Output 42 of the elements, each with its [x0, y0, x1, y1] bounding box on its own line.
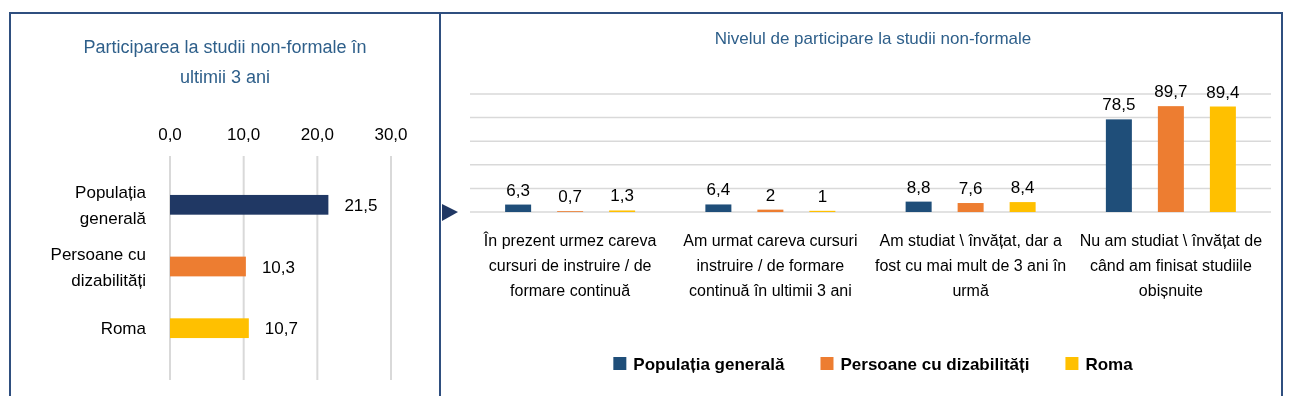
- data-label: 7,6: [958, 179, 983, 199]
- data-label: 1: [817, 186, 828, 206]
- data-label: 21,5: [344, 195, 378, 215]
- data-label: 2: [765, 185, 776, 205]
- data-label: 8,8: [906, 177, 931, 197]
- x-tick-label: 10,0: [227, 125, 261, 144]
- y-tick-label: Roma: [100, 319, 147, 339]
- x-tick-label: 20,0: [300, 125, 334, 144]
- data-label: 1,3: [610, 186, 634, 206]
- bar: [905, 201, 932, 212]
- bar: [1209, 106, 1236, 212]
- bar: [505, 204, 532, 212]
- data-label: 89,7: [1154, 82, 1188, 102]
- x-tick-label: În prezent urmez careva cursuri de instruire / de formare continuă: [482, 231, 657, 299]
- bar: [170, 318, 249, 339]
- x-tick-label: 30,0: [374, 125, 408, 144]
- chart-title: Participarea la studii non-formale în ultimii 3 ani: [83, 37, 367, 87]
- data-label: 0,7: [558, 187, 582, 207]
- bar: [705, 204, 732, 212]
- y-tick-label: Persoane cu dizabilități: [50, 244, 146, 290]
- x-tick-label: Am urmat careva cursuri instruire / de formare continuă în ultimii 3 ani: [683, 232, 858, 299]
- data-label: 6,3: [506, 180, 530, 200]
- legend-label: Roma: [1085, 355, 1134, 374]
- bar: [170, 256, 246, 277]
- data-label: 6,4: [706, 180, 731, 200]
- y-tick-label: Populația generală: [75, 182, 147, 228]
- bar: [1009, 202, 1036, 212]
- data-label: 8,4: [1010, 178, 1035, 198]
- bar: [957, 203, 984, 212]
- bar: [1157, 106, 1184, 212]
- data-label: 78,5: [1102, 95, 1136, 115]
- data-label: 10,3: [261, 257, 295, 277]
- bar: [170, 194, 329, 215]
- legend-label: Persoane cu dizabilități: [840, 355, 1030, 374]
- data-label: 89,4: [1206, 82, 1240, 102]
- x-tick-label: Am studiat \ învățat, dar a fost cu mai mult de 3 ani în urmă: [875, 232, 1067, 299]
- data-label: 10,7: [264, 319, 298, 339]
- x-tick-label: 0,0: [158, 125, 182, 144]
- legend-label: Populația generală: [633, 355, 786, 374]
- bar: [1105, 119, 1132, 212]
- chart-title: Nivelul de participare la studii non-formale: [714, 29, 1032, 48]
- x-tick-label: Nu am studiat \ învățat de când am finisat studiile obișnuite: [1079, 232, 1263, 299]
